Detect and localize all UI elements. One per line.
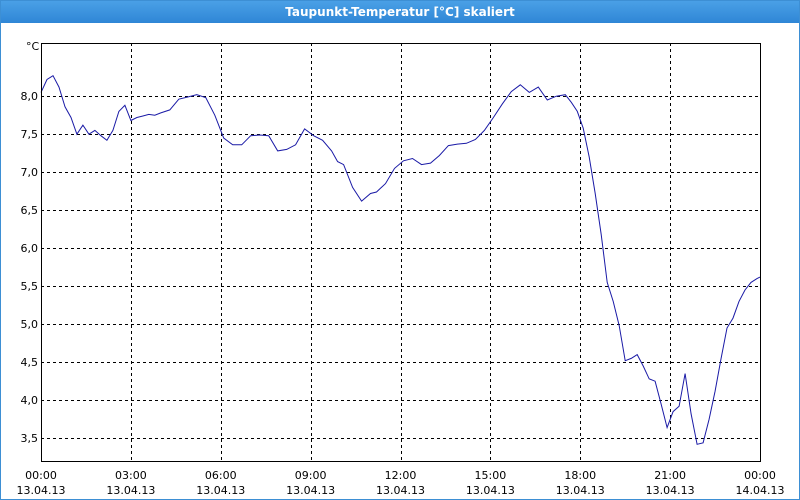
x-tick-time: 15:00 — [475, 469, 507, 482]
y-tick-label: 4,5 — [21, 356, 39, 369]
y-tick-label: 7,5 — [21, 128, 39, 141]
x-tick-date: 13.04.13 — [376, 484, 425, 497]
y-tick-label: 6,5 — [21, 204, 39, 217]
x-tick-date: 13.04.13 — [556, 484, 605, 497]
y-tick-label: 7,0 — [21, 166, 39, 179]
grid — [41, 43, 760, 461]
x-tick-date: 13.04.13 — [106, 484, 155, 497]
y-tick-label: 3,5 — [21, 432, 39, 445]
x-tick-time: 06:00 — [205, 469, 237, 482]
x-tick-labels: 00:00 13.04.13 03:00 13.04.13 06:00 13.04.13 0… — [17, 469, 785, 497]
x-tick-date: 13.04.13 — [646, 484, 695, 497]
x-tick-time: 00:00 — [744, 469, 776, 482]
y-axis-label: °C — [26, 40, 40, 53]
x-tick-date: 13.04.13 — [286, 484, 335, 497]
dewpoint-series-line — [40, 74, 761, 445]
y-tick-labels: 8,0 7,5 7,0 6,5 6,0 5,5 5,0 4,5 4,0 3,5 — [21, 90, 39, 445]
x-tick-time: 03:00 — [115, 469, 147, 482]
y-tick-label: 8,0 — [21, 90, 39, 103]
chart-title: Taupunkt-Temperatur [°C] skaliert — [1, 1, 799, 23]
x-tick-time: 12:00 — [385, 469, 417, 482]
y-tick-label: 6,0 — [21, 242, 39, 255]
x-tick-time: 18:00 — [564, 469, 596, 482]
x-tick-time: 00:00 — [25, 469, 57, 482]
x-tick-date: 13.04.13 — [466, 484, 515, 497]
x-tick-date: 13.04.13 — [17, 484, 66, 497]
y-tick-label: 5,5 — [21, 280, 39, 293]
plot-area-border — [41, 43, 761, 462]
y-tick-label: 4,0 — [21, 394, 39, 407]
y-tick-label: 5,0 — [21, 318, 39, 331]
x-tick-time: 21:00 — [654, 469, 686, 482]
x-tick-date: 13.04.13 — [196, 484, 245, 497]
x-tick-date: 14.04.13 — [736, 484, 785, 497]
x-tick-time: 09:00 — [295, 469, 327, 482]
